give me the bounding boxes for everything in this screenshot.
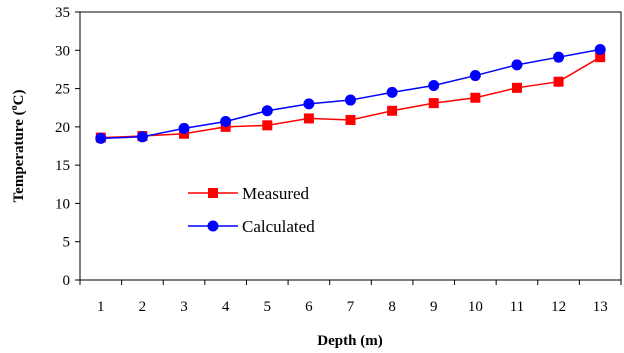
y-tick-label: 15 bbox=[55, 158, 70, 174]
measured-point bbox=[303, 113, 314, 124]
calculated-point bbox=[428, 80, 440, 92]
calculated-point bbox=[303, 98, 315, 110]
x-axis: 1 2 3 4 5 6 7 8 9 10 11 12 13 bbox=[79, 280, 622, 315]
x-tick-label: 9 bbox=[430, 299, 438, 315]
calculated-point bbox=[511, 59, 523, 71]
legend-measured-marker bbox=[208, 188, 218, 198]
x-tick-label: 2 bbox=[139, 299, 147, 315]
x-tick-label: 10 bbox=[468, 299, 483, 315]
legend-calculated-marker bbox=[207, 220, 219, 232]
series-layer bbox=[95, 44, 606, 144]
calculated-point bbox=[594, 44, 606, 56]
measured-point bbox=[345, 114, 356, 125]
x-tick-label: 3 bbox=[180, 299, 188, 315]
calculated-point bbox=[386, 86, 398, 98]
x-tick-label: 7 bbox=[347, 299, 355, 315]
x-tick-label: 11 bbox=[510, 299, 524, 315]
measured-point bbox=[387, 105, 398, 116]
y-axis: 0 5 10 15 20 25 30 35 bbox=[55, 5, 80, 289]
x-tick-label: 5 bbox=[264, 299, 272, 315]
x-tick-label: 12 bbox=[551, 299, 566, 315]
measured-point bbox=[595, 52, 606, 63]
legend-calculated-label: Calculated bbox=[242, 217, 315, 236]
measured-point bbox=[262, 120, 273, 131]
y-tick-label: 5 bbox=[63, 235, 71, 251]
y-tick-label: 25 bbox=[55, 82, 70, 98]
measured-point bbox=[553, 76, 564, 87]
calculated-point bbox=[95, 132, 107, 144]
calculated-point bbox=[553, 51, 565, 63]
y-tick-label: 30 bbox=[55, 43, 70, 59]
y-axis-title: Temperature (oC) bbox=[9, 90, 27, 203]
calculated-point bbox=[178, 122, 190, 134]
y-axis-title-unit: C) bbox=[11, 90, 27, 106]
plot-area bbox=[79, 11, 622, 281]
x-tick-label: 8 bbox=[388, 299, 396, 315]
x-tick-label: 1 bbox=[97, 299, 105, 315]
y-tick-label: 0 bbox=[63, 273, 71, 289]
calculated-point bbox=[136, 131, 148, 143]
x-axis-title: Depth (m) bbox=[317, 333, 382, 349]
legend: Measured Calculated bbox=[188, 184, 315, 236]
calculated-point bbox=[261, 105, 273, 117]
y-axis-title-main: Temperature ( bbox=[11, 110, 27, 202]
x-tick-label: 6 bbox=[305, 299, 313, 315]
calculated-point bbox=[345, 94, 356, 106]
measured-point bbox=[470, 92, 481, 103]
measured-point bbox=[428, 98, 439, 109]
calculated-point bbox=[469, 70, 481, 82]
y-tick-label: 35 bbox=[55, 5, 70, 21]
x-tick-label: 4 bbox=[222, 299, 230, 315]
calculated-point bbox=[220, 115, 232, 127]
x-tick-label: 13 bbox=[593, 299, 608, 315]
y-tick-label: 20 bbox=[55, 120, 70, 136]
y-axis-title-sup: o bbox=[9, 105, 20, 110]
measured-point bbox=[511, 82, 522, 93]
legend-measured-label: Measured bbox=[242, 184, 310, 203]
y-tick-label: 10 bbox=[55, 196, 70, 212]
